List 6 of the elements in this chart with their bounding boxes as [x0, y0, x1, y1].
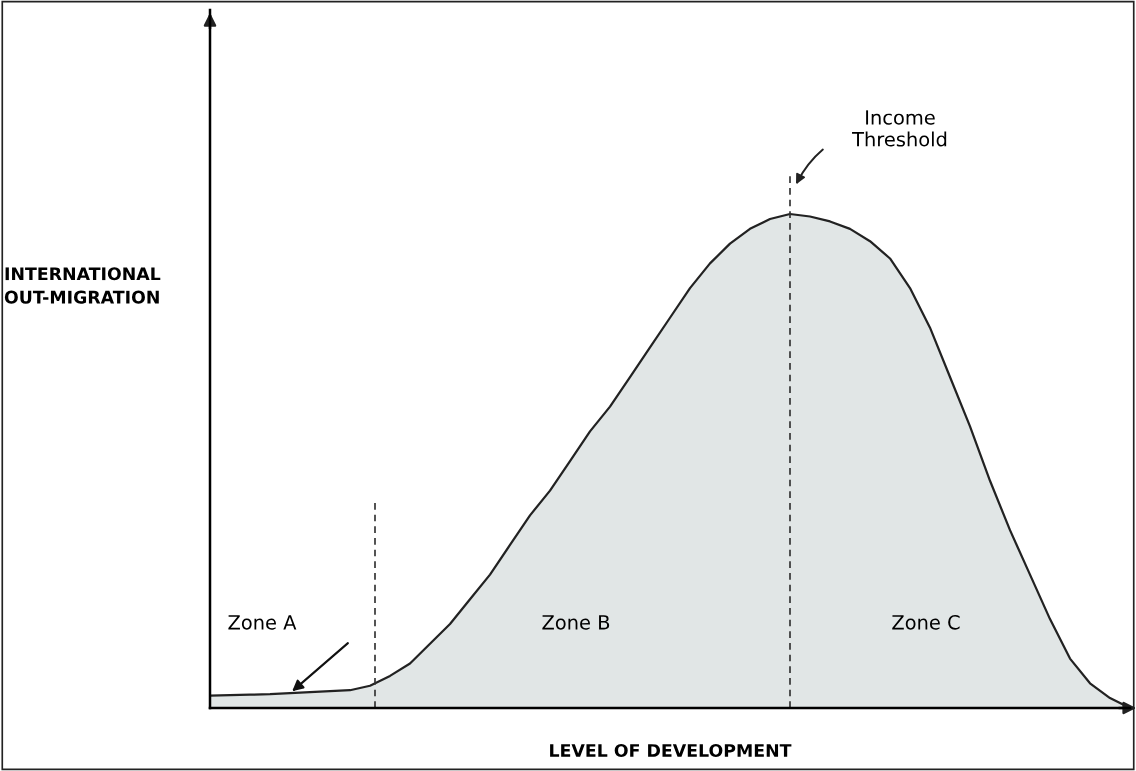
- annotation: Zone C: [892, 614, 960, 630]
- annotation: Zone B: [542, 615, 610, 630]
- text: Income Threshold: [852, 110, 947, 147]
- annotation: Zone A: [228, 615, 297, 630]
- y-axis-title: INTERNATIONAL OUT-MIGRATION: [4, 267, 161, 304]
- x-axis-title: LEVEL OF DEVELOPMENT: [550, 743, 792, 758]
